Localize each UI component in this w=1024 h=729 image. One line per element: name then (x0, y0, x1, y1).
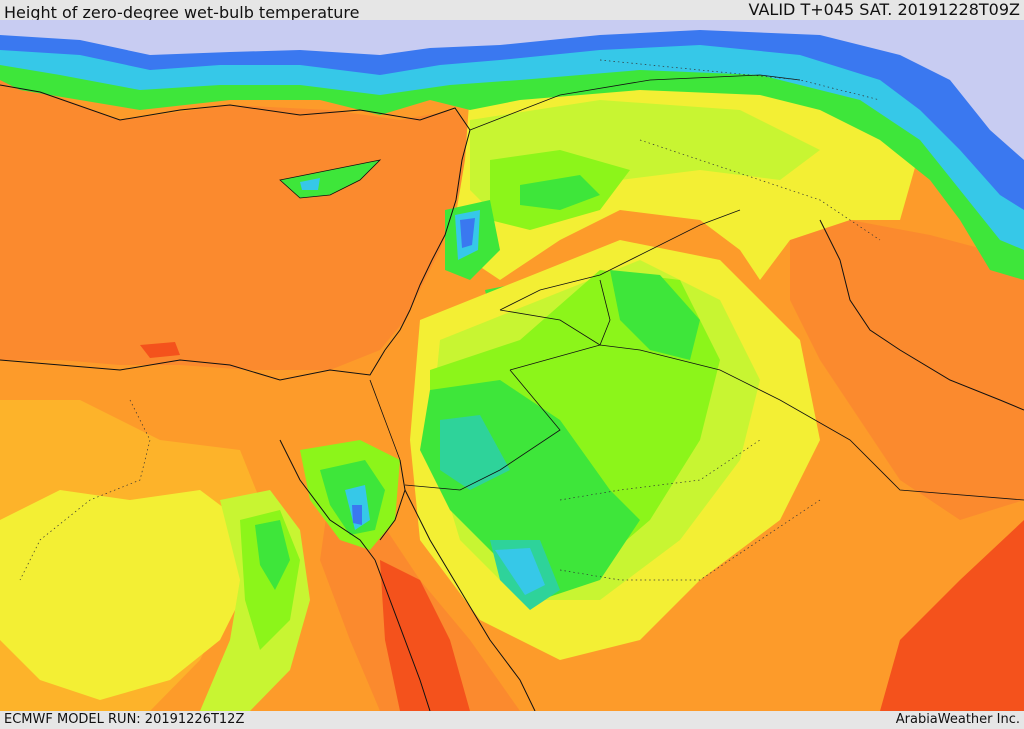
country-borders (369, 74, 1024, 501)
sinai-blue (352, 505, 362, 525)
footer-bar: ECMWF MODEL RUN: 20191226T12Z ArabiaWeat… (0, 711, 1024, 729)
border-syria-jordan (499, 209, 741, 311)
header-bar: Height of zero-degree wet-bulb temperatu… (0, 0, 1024, 22)
valid-time: VALID T+045 SAT. 20191228T09Z (748, 0, 1020, 19)
gulf-of-aqaba (379, 459, 406, 541)
egypt-coast (0, 349, 386, 381)
admin-saudi-2 (559, 499, 821, 581)
admin-borders (19, 59, 881, 581)
north-green-band (0, 40, 1024, 280)
gulf-of-suez (279, 439, 376, 561)
hot-spot-egypt (140, 342, 180, 358)
syria-green (520, 175, 600, 210)
egypt-green (255, 520, 290, 590)
border-saudi-jordan (404, 369, 561, 491)
red-sea-west-coast (374, 559, 431, 711)
zero-degree-wet-bulb-map (0, 20, 1024, 711)
admin-turkey (599, 59, 881, 101)
arabia-cyan (495, 548, 545, 595)
hot-zone-southeast (880, 520, 1024, 711)
persian-gulf-coast (819, 219, 1024, 411)
north-lavender-band (0, 20, 1024, 160)
egypt-yellow (0, 490, 250, 700)
arabia-green-north (610, 270, 700, 360)
model-run: ECMWF MODEL RUN: 20191226T12Z (4, 712, 245, 727)
turkey-coast (0, 84, 471, 131)
levant-coast (384, 129, 471, 351)
arabia-teal (440, 415, 510, 490)
admin-iraq (639, 139, 881, 241)
border-iraq-saudi (509, 344, 1024, 501)
map-title: Height of zero-degree wet-bulb temperatu… (4, 3, 360, 22)
hot-zone-red-sea (380, 560, 470, 711)
mediterranean-sea (0, 80, 470, 370)
border-syria-iraq (469, 74, 801, 131)
border-jordan (499, 279, 611, 346)
red-sea-east-coast (404, 489, 536, 711)
admin-egypt (19, 399, 151, 581)
coastlines (0, 84, 1024, 711)
lebanon-blue (460, 218, 475, 248)
north-cyan-band (0, 25, 1024, 250)
border-egypt-israel (369, 379, 401, 461)
cyprus-cyan (300, 178, 320, 190)
provider-credit: ArabiaWeather Inc. (895, 712, 1020, 727)
